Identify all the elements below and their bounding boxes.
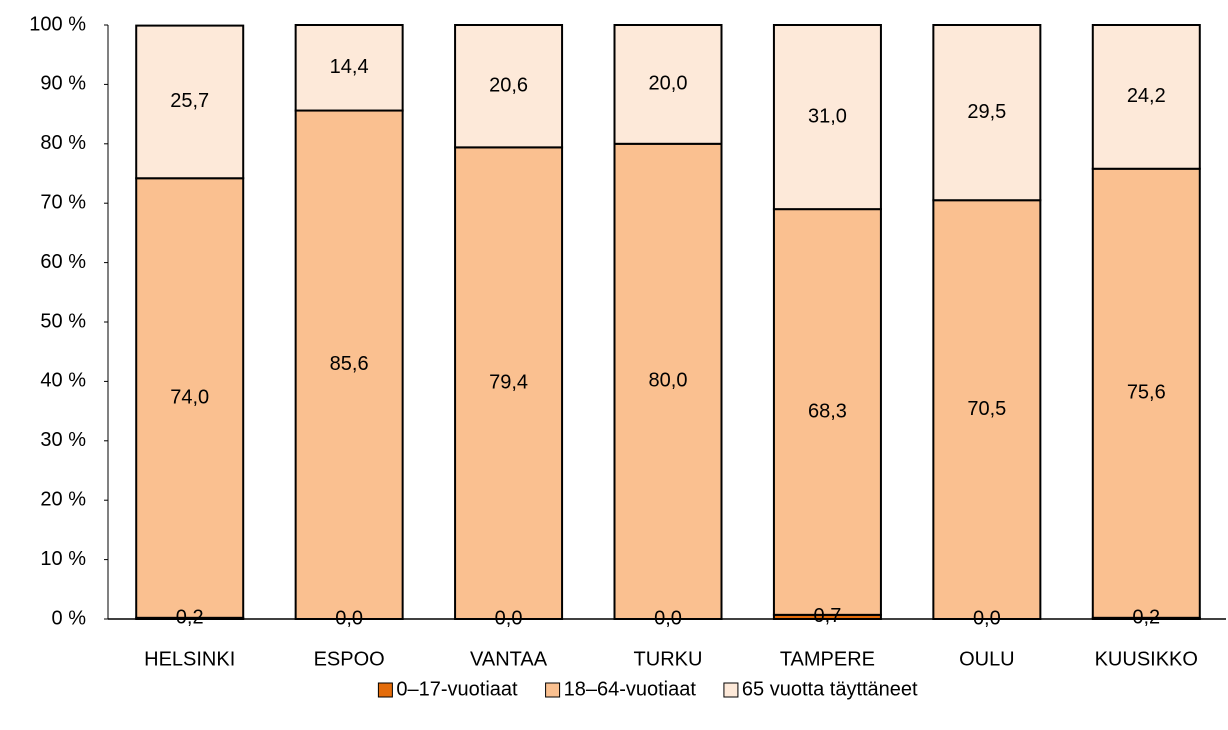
data-label: 70,5: [967, 398, 1006, 420]
data-label: 14,4: [330, 56, 369, 78]
data-label: 0,7: [814, 605, 842, 627]
data-label: 25,7: [170, 90, 209, 112]
legend-swatch: [377, 682, 393, 698]
data-label: 0,2: [176, 607, 204, 629]
y-tick-label: 40 %: [40, 370, 86, 392]
data-label: 31,0: [808, 105, 847, 127]
data-label: 29,5: [967, 101, 1006, 123]
y-tick-label: 50 %: [40, 310, 86, 332]
legend-swatch: [545, 682, 561, 698]
bar-segment: [1091, 167, 1201, 619]
data-label: 20,6: [489, 74, 528, 96]
bar-segment: [772, 24, 882, 211]
x-tick-label: VANTAA: [470, 648, 548, 670]
y-tick-label: 60 %: [40, 251, 86, 273]
data-label: 68,3: [808, 400, 847, 422]
data-label: 85,6: [330, 353, 369, 375]
bar-segment: [135, 24, 245, 180]
legend-swatch: [723, 682, 739, 698]
y-tick-label: 20 %: [40, 488, 86, 510]
legend-label: 18–64-vuotiaat: [564, 678, 697, 700]
bar-segment: [613, 142, 723, 621]
data-label: 0,2: [1132, 607, 1160, 629]
bar-segment: [932, 24, 1042, 202]
y-tick-label: 80 %: [40, 132, 86, 154]
y-tick-label: 100 %: [29, 13, 86, 35]
x-tick-label: ESPOO: [314, 648, 385, 670]
bar-segment: [454, 24, 564, 149]
legend-label: 0–17-vuotiaat: [396, 678, 518, 700]
bar-segment: [1091, 24, 1201, 170]
bar-segment: [772, 208, 882, 616]
bar-segment: [454, 146, 564, 620]
y-tick-label: 10 %: [40, 548, 86, 570]
x-tick-label: KUUSIKKO: [1095, 648, 1198, 670]
x-tick-label: TURKU: [634, 648, 703, 670]
legend-label: 65 vuotta täyttäneet: [742, 678, 918, 700]
x-tick-label: TAMPERE: [780, 648, 875, 670]
y-tick-label: 70 %: [40, 191, 86, 213]
y-tick-label: 90 %: [40, 73, 86, 95]
data-label: 74,0: [170, 386, 209, 408]
y-tick-label: 30 %: [40, 429, 86, 451]
bar-segment: [932, 199, 1042, 620]
data-label: 79,4: [489, 371, 528, 393]
data-label: 80,0: [649, 370, 688, 392]
x-tick-label: HELSINKI: [144, 648, 235, 670]
y-tick-label: 0 %: [52, 607, 87, 629]
data-label: 75,6: [1127, 382, 1166, 404]
data-label: 20,0: [649, 73, 688, 95]
x-tick-label: OULU: [959, 648, 1015, 670]
bar-segment: [613, 24, 723, 145]
data-label: 24,2: [1127, 85, 1166, 107]
bar-segment: [294, 24, 404, 112]
